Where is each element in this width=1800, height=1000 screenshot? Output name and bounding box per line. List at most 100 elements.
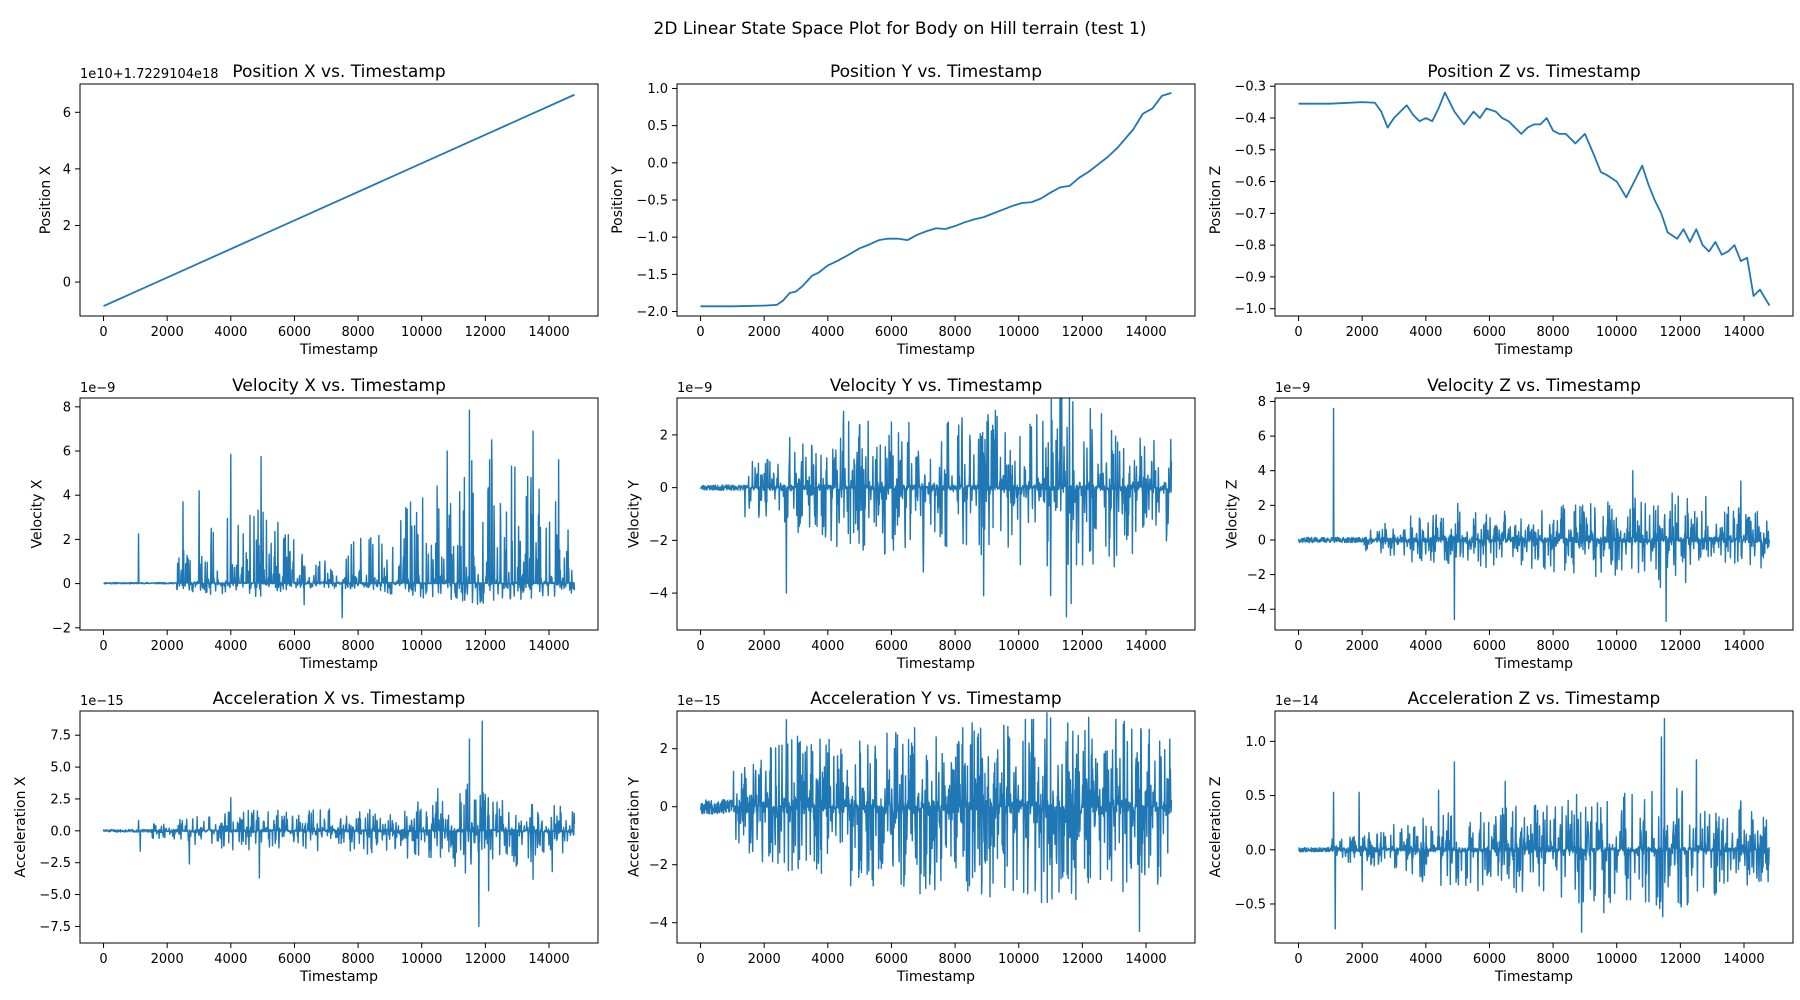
series-line (1297, 717, 1771, 933)
y-tick-label: 2 (660, 428, 668, 443)
y-tick-label: 0.5 (647, 119, 668, 134)
y-tick-label: −0.5 (1234, 143, 1266, 158)
x-tick-label: 2000 (151, 325, 184, 340)
x-tick-label: 8000 (1537, 639, 1570, 654)
y-tick-label: −1.5 (636, 268, 668, 283)
series-line (1297, 407, 1771, 623)
y-tick-label: 6 (63, 445, 71, 460)
series-line (103, 93, 575, 307)
x-tick-label: 2000 (151, 639, 184, 654)
axis-offset-text: 1e−9 (1275, 381, 1310, 396)
x-axis-label: Timestamp (299, 656, 378, 672)
x-tick-label: 6000 (1473, 325, 1506, 340)
x-tick-label: 6000 (875, 952, 908, 967)
x-tick-label: 8000 (342, 952, 375, 967)
x-axis-label: Timestamp (896, 656, 975, 672)
y-tick-label: 2 (63, 219, 71, 234)
y-tick-label: −0.6 (1234, 175, 1266, 190)
y-tick-label: 4 (63, 489, 71, 504)
axis-offset-text: 1e−14 (1275, 694, 1319, 709)
x-tick-label: 14000 (1125, 325, 1166, 340)
subplot: Velocity Y vs. Timestamp 1e−9 0 2000 4000 600… (627, 376, 1196, 672)
y-tick-label: −7.5 (39, 920, 71, 935)
subplot-title: Acceleration Z vs. Timestamp (1408, 689, 1661, 709)
x-tick-label: 10000 (1596, 639, 1637, 654)
y-tick-label: 1.0 (1245, 735, 1266, 750)
y-tick-label: −2.0 (636, 305, 668, 320)
x-tick-label: 6000 (875, 325, 908, 340)
axes-frame (79, 710, 599, 944)
x-tick-label: 8000 (342, 639, 375, 654)
x-tick-label: 14000 (1125, 952, 1166, 967)
y-tick-label: 7.5 (50, 729, 71, 744)
x-tick-label: 6000 (1473, 952, 1506, 967)
y-tick-label: −0.7 (1234, 207, 1266, 222)
y-tick-label: 0.0 (50, 824, 71, 839)
x-tick-label: 0 (696, 639, 704, 654)
x-tick-label: 10000 (998, 325, 1039, 340)
x-tick-label: 2000 (1346, 639, 1379, 654)
y-tick-label: 0 (63, 577, 71, 592)
y-tick-label: 0 (660, 481, 668, 496)
x-tick-label: 4000 (811, 325, 844, 340)
x-tick-label: 8000 (939, 639, 972, 654)
x-axis-label: Timestamp (896, 969, 975, 985)
y-tick-label: 6 (63, 106, 71, 121)
x-tick-label: 12000 (465, 639, 506, 654)
x-tick-label: 12000 (1660, 639, 1701, 654)
subplot-title: Velocity X vs. Timestamp (232, 376, 446, 396)
x-tick-label: 10000 (401, 639, 442, 654)
x-tick-label: 0 (1294, 952, 1302, 967)
subplot: Position X vs. Timestamp 1e10+1.7229104e1… (38, 62, 599, 358)
y-tick-label: −0.3 (1234, 80, 1266, 95)
x-tick-label: 4000 (811, 639, 844, 654)
y-tick-label: −4 (649, 587, 668, 602)
x-tick-label: 10000 (1596, 952, 1637, 967)
x-tick-label: 12000 (1062, 639, 1103, 654)
x-tick-label: 0 (696, 952, 704, 967)
y-tick-label: 4 (1258, 464, 1266, 479)
y-axis-label: Acceleration Z (1208, 776, 1224, 877)
axes-frame (1274, 710, 1794, 944)
y-tick-label: −0.4 (1234, 112, 1266, 127)
subplot: Acceleration Y vs. Timestamp 1e−15 0 2000 40… (627, 689, 1196, 985)
subplot-title: Acceleration X vs. Timestamp (213, 689, 466, 709)
y-tick-label: 0 (660, 800, 668, 815)
x-tick-label: 12000 (1062, 952, 1103, 967)
subplot: Velocity Z vs. Timestamp 1e−9 0 2000 4000 600… (1225, 376, 1794, 672)
y-tick-label: 1.0 (647, 82, 668, 97)
series-line (102, 720, 576, 928)
x-tick-label: 12000 (465, 325, 506, 340)
subplot: Position Y vs. Timestamp 0 2000 4000 6000 800… (610, 62, 1196, 358)
axes-frame (676, 397, 1196, 631)
y-tick-label: −5.0 (39, 888, 71, 903)
series-line (1298, 91, 1771, 306)
subplot-title: Position Y vs. Timestamp (830, 62, 1042, 82)
y-axis-label: Acceleration Y (627, 777, 643, 877)
series-line (103, 409, 576, 619)
y-axis-label: Position Y (610, 166, 626, 234)
x-tick-label: 4000 (811, 952, 844, 967)
x-tick-label: 6000 (278, 325, 311, 340)
x-axis-label: Timestamp (1494, 656, 1573, 672)
axes-frame (79, 397, 599, 631)
x-tick-label: 0 (99, 639, 107, 654)
subplot: Position Z vs. Timestamp 0 2000 4000 6000 800… (1208, 62, 1794, 358)
x-tick-label: 8000 (342, 325, 375, 340)
y-tick-label: 8 (63, 400, 71, 415)
y-tick-label: 0.0 (647, 156, 668, 171)
y-tick-label: −1.0 (1234, 302, 1266, 317)
x-axis-label: Timestamp (299, 969, 378, 985)
axis-offset-text: 1e−9 (677, 381, 712, 396)
x-tick-label: 2000 (748, 325, 781, 340)
x-tick-label: 4000 (1409, 639, 1442, 654)
y-tick-label: −2 (52, 621, 71, 636)
x-tick-label: 14000 (528, 952, 569, 967)
series-line (699, 398, 1173, 618)
subplot: Velocity X vs. Timestamp 1e−9 0 2000 4000 600… (30, 376, 599, 672)
subplot: Acceleration X vs. Timestamp 1e−15 0 2000 40… (13, 689, 599, 985)
axes-frame (1274, 83, 1794, 317)
x-axis-label: Timestamp (1494, 342, 1573, 358)
x-tick-label: 0 (696, 325, 704, 340)
x-tick-label: 0 (99, 952, 107, 967)
